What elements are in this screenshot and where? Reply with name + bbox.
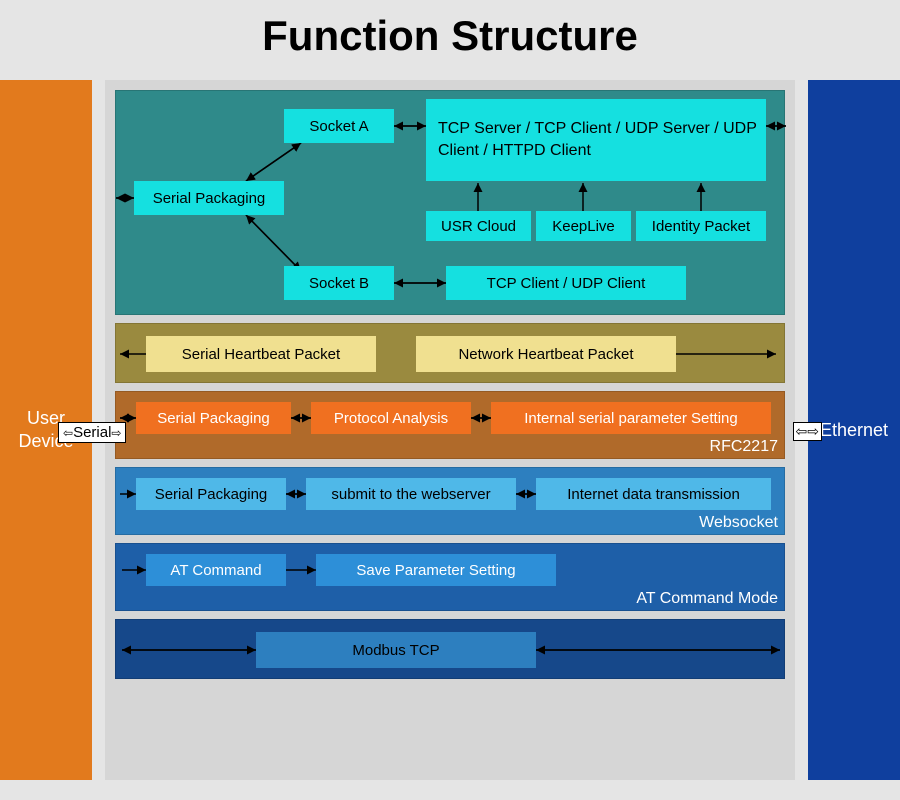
box-ws-serial-packaging: Serial Packaging (136, 478, 286, 510)
ethernet-link-arrow: ⇦⇨ (793, 422, 822, 441)
box-protocols: TCP Server / TCP Client / UDP Server / U… (426, 99, 766, 181)
box-identity-packet: Identity Packet (636, 211, 766, 241)
row-websocket: Serial Packaging submit to the webserver… (115, 467, 785, 535)
box-internal-serial-param: Internal serial parameter Setting (491, 402, 771, 434)
box-socket-b: Socket B (284, 266, 394, 300)
box-at-command: AT Command (146, 554, 286, 586)
row-heartbeat: Serial Heartbeat Packet Network Heartbea… (115, 323, 785, 383)
diagram-main: User Device Ethernet ⇦Serial⇨ ⇦⇨ (0, 80, 900, 800)
box-network-heartbeat: Network Heartbeat Packet (416, 336, 676, 372)
box-save-param-setting: Save Parameter Setting (316, 554, 556, 586)
box-usr-cloud: USR Cloud (426, 211, 531, 241)
page-title: Function Structure (0, 0, 900, 68)
row-label-rfc2217: RFC2217 (710, 438, 778, 456)
serial-link-label: ⇦Serial⇨ (58, 422, 126, 443)
row-label-websocket: Websocket (699, 514, 778, 532)
box-internet-data-trans: Internet data transmission (536, 478, 771, 510)
box-protocol-analysis: Protocol Analysis (311, 402, 471, 434)
box-rfc-serial-packaging: Serial Packaging (136, 402, 291, 434)
box-keeplive: KeepLive (536, 211, 631, 241)
row-label-at-mode: AT Command Mode (636, 590, 778, 608)
box-serial-heartbeat: Serial Heartbeat Packet (146, 336, 376, 372)
box-modbus-tcp: Modbus TCP (256, 632, 536, 668)
box-serial-packaging: Serial Packaging (134, 181, 284, 215)
row-socket: Socket A Socket B Serial Packaging TCP S… (115, 90, 785, 315)
box-tcp-udp-client: TCP Client / UDP Client (446, 266, 686, 300)
row-rfc2217: Serial Packaging Protocol Analysis Inter… (115, 391, 785, 459)
center-stack: Socket A Socket B Serial Packaging TCP S… (105, 80, 795, 780)
box-submit-webserver: submit to the webserver (306, 478, 516, 510)
row-modbus: Modbus TCP (115, 619, 785, 679)
row-at-command: AT Command Save Parameter Setting AT Com… (115, 543, 785, 611)
box-socket-a: Socket A (284, 109, 394, 143)
